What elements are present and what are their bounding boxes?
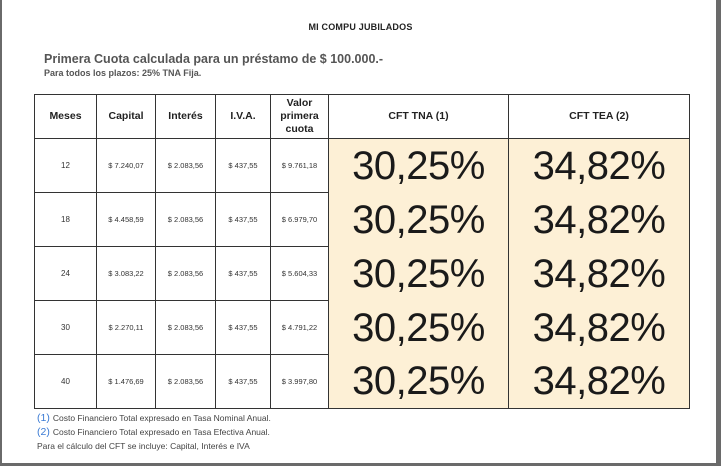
page-frame-left: [0, 0, 2, 466]
cell-iva: $ 437,55: [215, 192, 271, 247]
cell-capital: $ 4.458,59: [96, 192, 156, 247]
cell-interes: $ 2.083,56: [155, 300, 216, 355]
header-interes: Interés: [155, 94, 216, 139]
cell-capital: $ 1.476,69: [96, 354, 156, 409]
cell-meses: 18: [34, 192, 97, 247]
footnote-extra: Para el cálculo del CFT se incluye: Capi…: [37, 441, 250, 451]
cell-meses: 40: [34, 354, 97, 409]
footnote-text: Costo Financiero Total expresado en Tasa…: [52, 427, 270, 437]
cell-valor: $ 9.761,18: [270, 138, 329, 193]
cell-cft-tea: 34,82%: [508, 354, 690, 409]
rate-note: Para todos los plazos: 25% TNA Fija.: [44, 68, 202, 78]
cell-iva: $ 437,55: [215, 354, 271, 409]
installment-table: Meses Capital Interés I.V.A. Valor prime…: [34, 94, 690, 409]
table-row: 12 $ 7.240,07 $ 2.083,56 $ 437,55 $ 9.76…: [34, 138, 690, 193]
cell-interes: $ 2.083,56: [155, 246, 216, 301]
cell-cft-tna: 30,25%: [328, 138, 509, 193]
cell-cft-tea: 34,82%: [508, 300, 690, 355]
header-capital: Capital: [96, 94, 156, 139]
cell-cft-tea: 34,82%: [508, 138, 690, 193]
footnote-text: Costo Financiero Total expresado en Tasa…: [52, 413, 271, 423]
cell-capital: $ 3.083,22: [96, 246, 156, 301]
header-valor-line1: Valor: [286, 97, 313, 109]
cell-interes: $ 2.083,56: [155, 192, 216, 247]
cell-cft-tea: 34,82%: [508, 192, 690, 247]
cell-meses: 30: [34, 300, 97, 355]
footnote-number: (1): [37, 412, 50, 424]
cell-iva: $ 437,55: [215, 246, 271, 301]
cell-iva: $ 437,55: [215, 300, 271, 355]
header-cft-tea: CFT TEA (2): [508, 94, 690, 139]
header-cft-tna: CFT TNA (1): [328, 94, 509, 139]
cell-cft-tna: 30,25%: [328, 300, 509, 355]
table-row: 18 $ 4.458,59 $ 2.083,56 $ 437,55 $ 6.97…: [34, 192, 690, 247]
cell-interes: $ 2.083,56: [155, 354, 216, 409]
cell-cft-tna: 30,25%: [328, 354, 509, 409]
footnotes: (1) Costo Financiero Total expresado en T…: [37, 411, 271, 453]
cell-capital: $ 7.240,07: [96, 138, 156, 193]
cell-valor: $ 5.604,33: [270, 246, 329, 301]
cell-valor: $ 6.979,70: [270, 192, 329, 247]
header-valor-line3: cuota: [285, 123, 314, 135]
footnote-number: (2): [37, 426, 50, 438]
header-valor-line2: primera: [280, 110, 319, 122]
table-row: 30 $ 2.270,11 $ 2.083,56 $ 437,55 $ 4.79…: [34, 300, 690, 355]
cell-meses: 12: [34, 138, 97, 193]
table-header-row: Meses Capital Interés I.V.A. Valor prime…: [34, 94, 690, 139]
footnote-2: (2) Costo Financiero Total expresado en T…: [37, 425, 271, 439]
table-row: 24 $ 3.083,22 $ 2.083,56 $ 437,55 $ 5.60…: [34, 246, 690, 301]
cell-cft-tna: 30,25%: [328, 246, 509, 301]
header-iva: I.V.A.: [215, 94, 271, 139]
footnote-1: (1) Costo Financiero Total expresado en T…: [37, 411, 271, 425]
document-title: MI COMPU JUBILADOS: [308, 22, 413, 32]
cell-cft-tna: 30,25%: [328, 192, 509, 247]
loan-subtitle: Primera Cuota calculada para un préstamo…: [44, 52, 384, 66]
header-meses: Meses: [34, 94, 97, 139]
cell-cft-tea: 34,82%: [508, 246, 690, 301]
cell-iva: $ 437,55: [215, 138, 271, 193]
cell-meses: 24: [34, 246, 97, 301]
table-row: 40 $ 1.476,69 $ 2.083,56 $ 437,55 $ 3.99…: [34, 354, 690, 409]
page-frame-right: [716, 0, 721, 466]
header-valor-primera-cuota: Valor primera cuota: [270, 94, 329, 139]
cell-capital: $ 2.270,11: [96, 300, 156, 355]
cell-interes: $ 2.083,56: [155, 138, 216, 193]
cell-valor: $ 4.791,22: [270, 300, 329, 355]
page-frame-bottom: [0, 463, 721, 466]
cell-valor: $ 3.997,80: [270, 354, 329, 409]
